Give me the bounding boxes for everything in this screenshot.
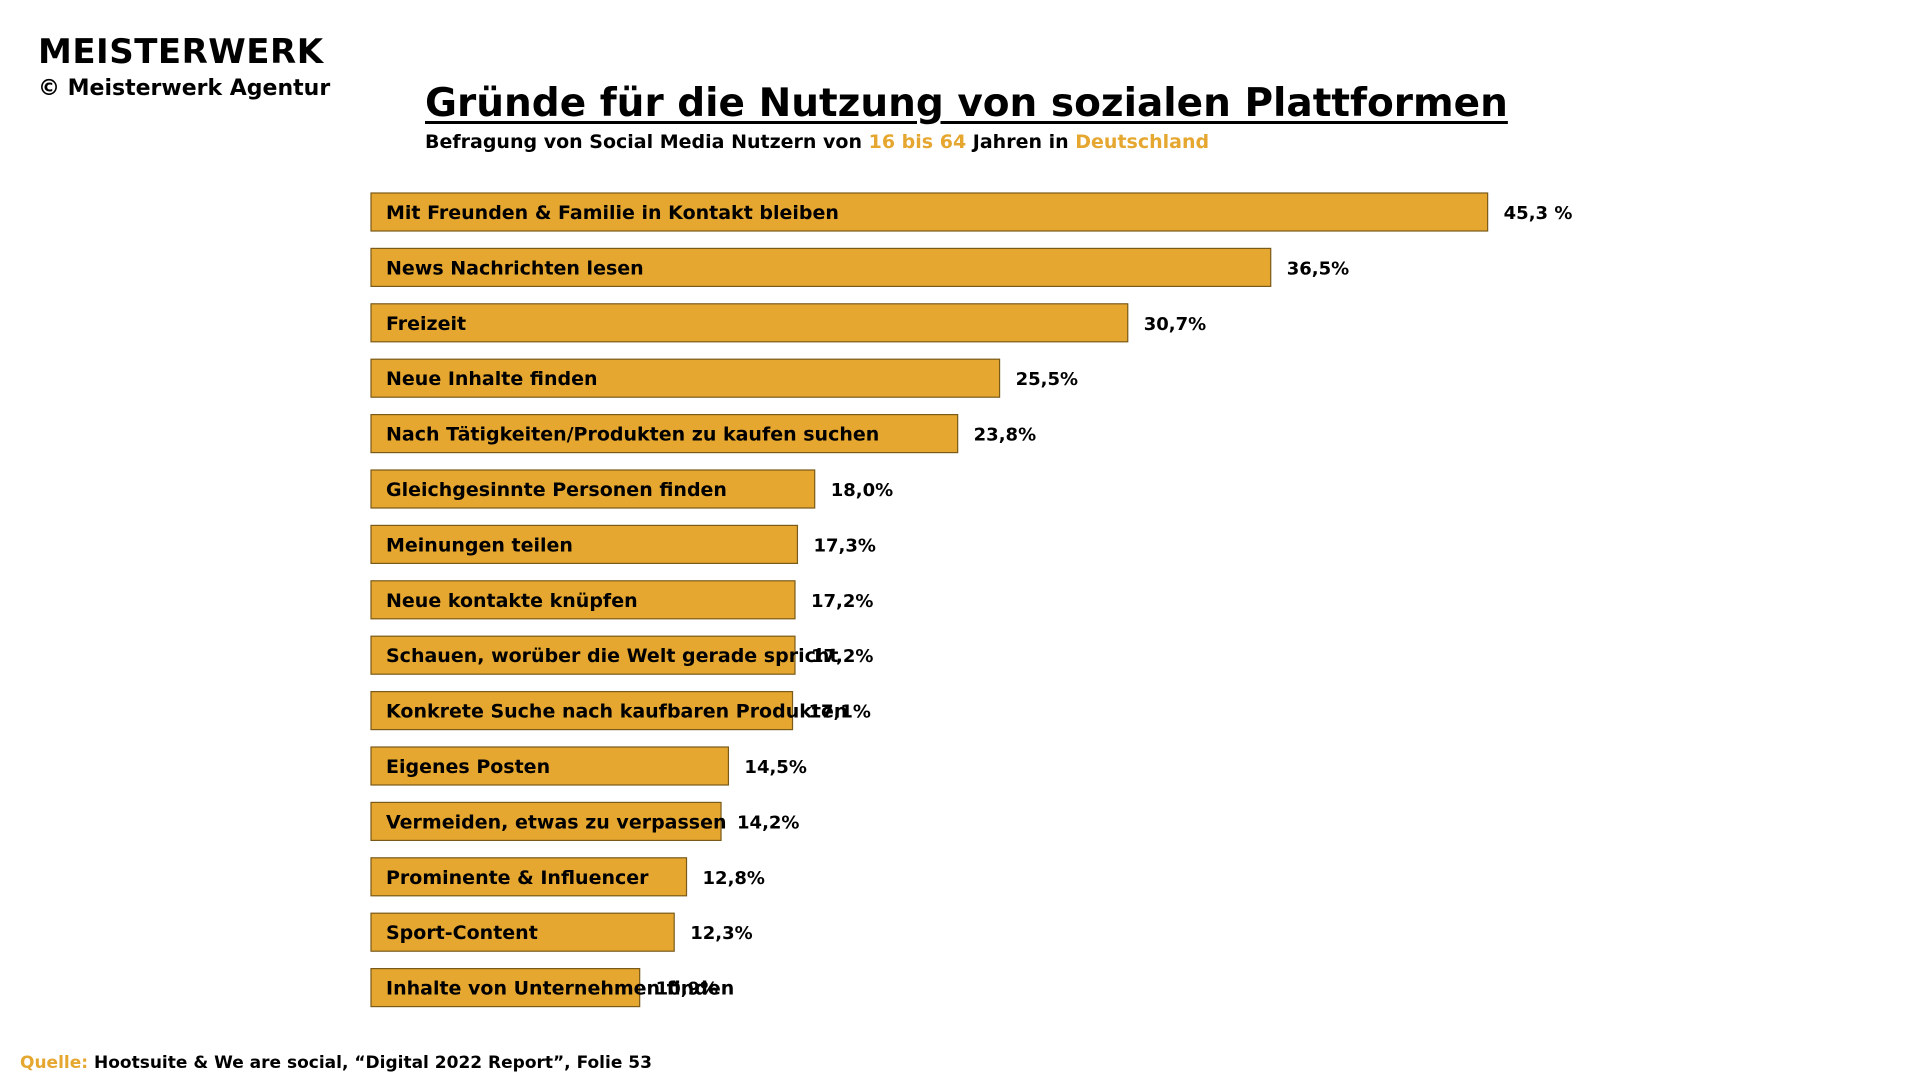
bar [370,690,794,731]
bar [370,524,799,565]
bar-row: Neue Inhalte finden 25,5% [370,358,1078,398]
bar-category-label: Neue kontakte knüpfen [386,590,638,612]
chart-title: Gründe für die Nutzung von sozialen Plat… [425,81,1508,126]
bar-value-label: 12,3% [690,923,752,944]
bar [370,801,722,842]
bar-category-label: Konkrete Suche nach kaufbaren Produkten [386,701,847,723]
bar-value-label: 17,3% [813,535,875,556]
source-note: Quelle: Hootsuite & We are social, “Digi… [20,1052,652,1074]
bar [370,247,1272,287]
subtitle-text-2: Jahren in [966,131,1076,153]
bar-category-label: Sport-Content [386,922,538,944]
subtitle-text-1: Befragung von Social Media Nutzern von [425,131,869,153]
subtitle-age-range: 16 bis 64 [868,131,967,153]
chart-subtitle: Befragung von Social Media Nutzern von 1… [425,129,1209,155]
bar-row: Schauen, worüber die Welt gerade spricht… [370,635,873,675]
brand-copyright: © Meisterwerk Agentur [38,76,331,101]
bar-value-label: 17,2% [811,591,873,612]
bar [370,192,1489,232]
source-text: Hootsuite & We are social, “Digital 2022… [88,1053,652,1073]
bar [370,303,1129,343]
bar-row: Mit Freunden & Familie in Kontakt bleibe… [370,192,1573,232]
bar-category-label: Meinungen teilen [386,534,573,556]
bar-category-label: Gleichgesinnte Personen finden [386,479,727,501]
bar-row: News Nachrichten lesen 36,5% [370,247,1349,287]
bar-value-label: 25,5% [1016,369,1078,390]
brand-logo-text: MEISTERWERK [38,32,324,72]
bar [370,967,641,1008]
bar-row: Gleichgesinnte Personen finden 18,0% [370,469,893,509]
bar [370,746,730,786]
bar-row: Vermeiden, etwas zu verpassen 14,2% [370,801,799,842]
bar-value-label: 17,1% [809,702,871,723]
bar-row: Eigenes Posten 14,5% [370,746,807,786]
bar-value-label: 14,5% [744,757,806,778]
bar-row: Prominente & Influencer 12,8% [370,857,765,897]
bar [370,358,1001,398]
bar-row: Neue kontakte knüpfen 17,2% [370,580,873,620]
bar-value-label: 30,7% [1144,314,1206,335]
bar [370,469,816,509]
bar [370,580,796,620]
bar-category-label: Inhalte von Unternehmen finden [386,978,734,1000]
bar-value-label: 18,0% [831,480,893,501]
bar [370,635,796,675]
bar-category-label: Nach Tätigkeiten/Produkten zu kaufen suc… [386,424,879,446]
bar-category-label: News Nachrichten lesen [386,257,644,279]
bar-category-label: Prominente & Influencer [386,867,649,889]
bar-row: Nach Tätigkeiten/Produkten zu kaufen suc… [370,414,1036,454]
bar-value-label: 14,2% [737,812,799,833]
bar-value-label: 23,8% [974,425,1036,446]
bar-value-label: 17,2% [811,646,873,667]
bar-category-label: Mit Freunden & Familie in Kontakt bleibe… [386,202,839,224]
bar-category-label: Neue Inhalte finden [386,368,597,390]
bar-row: Sport-Content 12,3% [370,912,753,952]
source-label: Quelle: [20,1053,89,1073]
bar-value-label: 36,5% [1287,258,1349,279]
bar [370,912,675,952]
brand-block: MEISTERWERK © Meisterwerk Agentur [38,32,330,104]
bar-value-label: 10,9% [656,979,718,1000]
bar [370,414,959,454]
bar-row: Konkrete Suche nach kaufbaren Produkten1… [370,690,871,731]
bar-category-label: Eigenes Posten [386,756,550,778]
bar-value-label: 45,3 % [1504,203,1573,224]
bar-category-label: Vermeiden, etwas zu verpassen [386,811,727,833]
bar [370,857,688,897]
bar-category-label: Freizeit [386,313,466,335]
bar-value-label: 12,8% [703,868,765,889]
bar-category-label: Schauen, worüber die Welt gerade spricht [386,645,838,667]
bar-row: Meinungen teilen 17,3% [370,524,876,565]
bar-row: Freizeit 30,7% [370,303,1206,343]
subtitle-country: Deutschland [1075,131,1210,153]
